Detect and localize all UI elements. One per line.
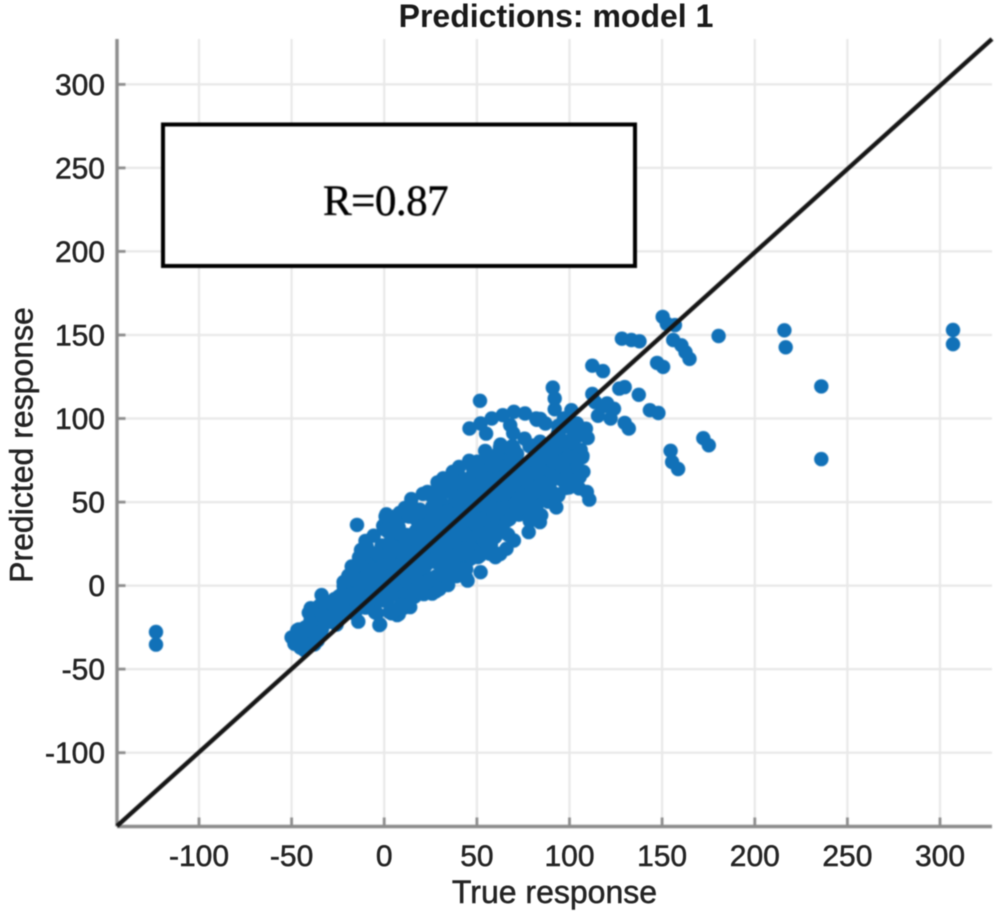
svg-text:100: 100 <box>55 403 105 436</box>
svg-text:50: 50 <box>72 487 105 520</box>
svg-text:True response: True response <box>452 874 657 910</box>
svg-text:Predictions: model 1: Predictions: model 1 <box>399 0 714 34</box>
svg-text:-50: -50 <box>62 654 105 687</box>
svg-text:100: 100 <box>544 840 594 873</box>
svg-text:-100: -100 <box>45 737 105 770</box>
svg-text:-100: -100 <box>169 840 229 873</box>
svg-text:150: 150 <box>637 840 687 873</box>
svg-text:200: 200 <box>730 840 780 873</box>
svg-text:300: 300 <box>55 69 105 102</box>
svg-text:-50: -50 <box>270 840 313 873</box>
svg-text:50: 50 <box>460 840 493 873</box>
svg-text:Predicted response: Predicted response <box>4 307 40 583</box>
svg-text:250: 250 <box>55 152 105 185</box>
svg-text:200: 200 <box>55 236 105 269</box>
svg-text:0: 0 <box>88 570 105 603</box>
svg-text:0: 0 <box>376 840 393 873</box>
svg-text:300: 300 <box>915 840 965 873</box>
svg-text:250: 250 <box>822 840 872 873</box>
svg-text:R=0.87: R=0.87 <box>323 178 448 225</box>
svg-text:150: 150 <box>55 320 105 353</box>
